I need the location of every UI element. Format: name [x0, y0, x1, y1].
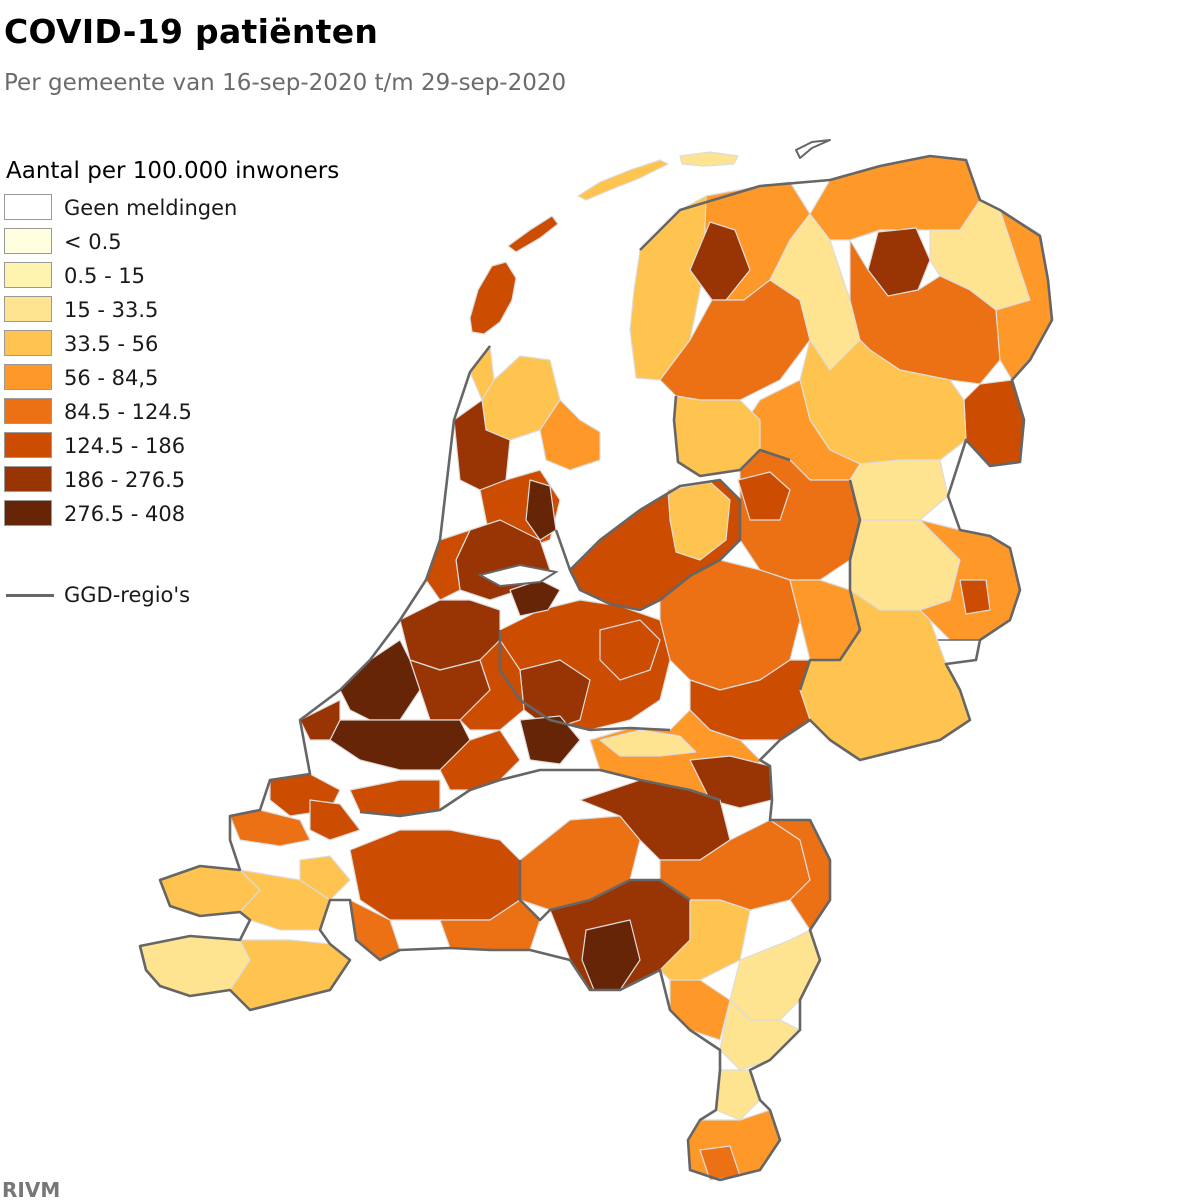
legend-item: Geen meldingen	[4, 194, 404, 228]
region-ameland	[679, 151, 739, 167]
ggd-boundary-east	[798, 479, 862, 691]
legend-item: 33.5 - 56	[4, 330, 404, 364]
legend-label: 56 - 84,5	[64, 366, 159, 390]
ggd-boundary-rivers	[359, 768, 721, 818]
ggd-boundary-markermeer	[554, 478, 742, 612]
region-zuid-beveland	[239, 869, 331, 931]
region-goeree	[309, 799, 361, 841]
legend-swatch	[4, 194, 52, 220]
legend-swatch	[4, 296, 52, 322]
page-title: COVID-19 patiënten	[4, 12, 379, 51]
region-weert	[669, 979, 731, 1041]
region-texel	[469, 261, 517, 335]
legend-label: 276.5 - 408	[64, 502, 186, 526]
legend-swatch	[4, 228, 52, 254]
legend-item: 276.5 - 408	[4, 500, 404, 534]
region-lelystad	[667, 481, 731, 561]
legend: Aantal per 100.000 inwoners Geen melding…	[4, 158, 404, 534]
region-utrecht-dark	[519, 715, 581, 765]
legend-item: 84.5 - 124.5	[4, 398, 404, 432]
legend-swatch	[4, 466, 52, 492]
ggd-boundary-ijssel	[672, 395, 791, 478]
ggd-label: GGD-regio's	[64, 583, 191, 607]
legend-item: 56 - 84,5	[4, 364, 404, 398]
legend-title: Aantal per 100.000 inwoners	[6, 158, 340, 184]
legend-swatch	[4, 262, 52, 288]
region-schiermonnikoog	[795, 139, 831, 159]
legend-label: Geen meldingen	[64, 196, 238, 220]
region-hoeksche-waard	[349, 779, 441, 817]
legend-label: 124.5 - 186	[64, 434, 186, 458]
region-zwolle	[737, 471, 791, 521]
legend-ggd-boundary: GGD-regio's	[4, 580, 304, 610]
region-hardenberg	[849, 459, 949, 521]
ggd-boundary-brabant	[518, 860, 691, 922]
legend-item: 0.5 - 15	[4, 262, 404, 296]
ggd-boundary-north	[138, 154, 1054, 1182]
region-westfriesland	[539, 399, 601, 471]
legend-label: 15 - 33.5	[64, 298, 159, 322]
legend-label: 33.5 - 56	[64, 332, 159, 356]
legend-label: 0.5 - 15	[64, 264, 146, 288]
region-terschelling	[577, 159, 669, 201]
legend-item: 124.5 - 186	[4, 432, 404, 466]
region-drechtsteden	[439, 729, 521, 791]
region-amersfoort	[599, 619, 661, 681]
legend-swatch	[4, 500, 52, 526]
legend-label: 186 - 276.5	[64, 468, 186, 492]
legend-item: 15 - 33.5	[4, 296, 404, 330]
region-hengelo	[959, 579, 991, 615]
region-groningen-north	[809, 155, 981, 241]
region-westland	[299, 699, 341, 741]
legend-item: < 0.5	[4, 228, 404, 262]
region-alkmaar	[453, 399, 511, 491]
page-subtitle: Per gemeente van 16-sep-2020 t/m 29-sep-…	[4, 70, 567, 96]
region-purmerend-dark	[525, 479, 557, 541]
source-credit: RIVM	[2, 1178, 61, 1202]
region-west-brabant	[349, 829, 521, 921]
legend-swatch	[4, 364, 52, 390]
legend-label: 84.5 - 124.5	[64, 400, 192, 424]
legend-item: 186 - 276.5	[4, 466, 404, 500]
legend-swatch	[4, 398, 52, 424]
ggd-boundary-provinces	[498, 630, 671, 732]
region-vlieland	[507, 215, 559, 253]
legend-swatch	[4, 330, 52, 356]
legend-label: < 0.5	[64, 230, 122, 254]
ggd-line-symbol	[6, 594, 54, 597]
legend-swatch	[4, 432, 52, 458]
water-noordzeekanaal	[477, 563, 559, 588]
region-rivierenland-light	[599, 729, 697, 757]
